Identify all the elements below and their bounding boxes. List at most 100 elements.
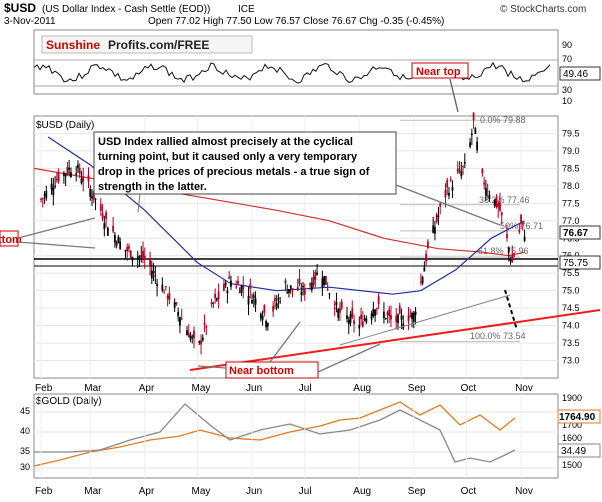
gold-panel: $GOLD (Daily) 45 40 35 30 1900 1700 1600… <box>20 393 601 479</box>
candle-body <box>87 175 90 182</box>
candle-body <box>129 250 132 258</box>
candle-body <box>511 255 514 263</box>
candle-body <box>346 315 348 319</box>
candle-body <box>497 203 500 208</box>
candle-body <box>451 187 454 191</box>
last-price-2: 75.75 <box>563 258 588 269</box>
candle-body <box>50 183 53 190</box>
candle-body <box>361 321 364 327</box>
x-tick-label: Nov <box>515 383 533 394</box>
y-tick-label: 77.0 <box>562 216 580 226</box>
candle-body <box>251 300 253 304</box>
candle-body <box>205 326 208 328</box>
y-tick-label: 79.5 <box>562 128 580 138</box>
candle-body <box>432 225 435 233</box>
candle-body <box>142 250 144 259</box>
comment-line-2: turning point, but it caused only a very… <box>98 151 358 163</box>
x-tick-label-bottom: Jun <box>246 486 262 497</box>
ohlc: Open 77.02 High 77.50 Low 76.57 Close 76… <box>148 16 444 27</box>
candle-body <box>131 256 134 261</box>
comment-box <box>93 131 397 195</box>
candle-body <box>64 173 67 177</box>
instrument-name: (US Dollar Index - Cash Settle (EOD)) <box>42 4 210 15</box>
candle-body <box>523 236 526 241</box>
near-bottom-arrow-2 <box>317 343 381 373</box>
candle-body <box>126 246 129 252</box>
candle-body <box>395 315 398 323</box>
candle-body <box>347 319 350 325</box>
red-trendline <box>189 309 601 371</box>
candle-body <box>226 290 229 294</box>
left-arrow-2 <box>17 241 96 249</box>
candle-body <box>303 289 306 295</box>
gold-rsi-last: 34.49 <box>561 446 586 457</box>
x-tick-label-bottom: Aug <box>353 486 371 497</box>
candle-body <box>279 301 282 303</box>
x-tick-label: May <box>192 383 211 394</box>
candle-body <box>235 286 238 288</box>
candle-body <box>41 198 44 200</box>
candle-body <box>506 234 508 239</box>
candle-body <box>168 292 171 301</box>
last-price-box-2 <box>559 255 601 270</box>
y-tick-label: 74.5 <box>562 303 580 313</box>
x-tick-label: Jun <box>246 383 262 394</box>
candle-body <box>520 214 522 223</box>
near-bottom-arrow-1 <box>197 365 227 369</box>
candle-body <box>217 291 220 299</box>
candle-body <box>289 285 292 289</box>
candle-body <box>215 298 218 301</box>
candle-body <box>328 293 331 295</box>
candle-body <box>113 234 116 243</box>
candle-body <box>485 187 487 196</box>
y-tick-label: 75.0 <box>562 286 580 296</box>
candle-body <box>302 285 304 288</box>
candle-body <box>448 192 450 196</box>
candle-body <box>173 301 176 308</box>
x-tick-label: Jul <box>299 383 312 394</box>
candle-body <box>397 314 399 324</box>
x-tick-label: Aug <box>353 383 371 394</box>
y-tick-label: 79.0 <box>562 146 580 156</box>
candle-body <box>383 311 385 318</box>
candle-body <box>349 314 352 323</box>
x-tick-label-bottom: May <box>192 486 211 497</box>
fib-100: 100.0% 73.54 <box>470 331 526 341</box>
candle-body <box>409 316 412 318</box>
gold-ratio-line <box>34 403 516 463</box>
candle-body <box>237 280 239 284</box>
candle-body <box>500 212 503 216</box>
candle-body <box>128 246 130 249</box>
y-tick-label: 74.0 <box>562 321 580 331</box>
candle-body <box>198 341 201 343</box>
candle-body <box>212 302 215 304</box>
candle-body <box>300 292 303 295</box>
candle-body <box>365 317 368 323</box>
candle-body <box>521 222 524 225</box>
watermark: © StockCharts.com <box>500 4 586 15</box>
candle-body <box>259 313 262 319</box>
candle-body <box>175 302 178 305</box>
comment-line-4: strength in the latter. <box>98 181 207 193</box>
candle-body <box>106 227 109 236</box>
x-tick-label-bottom: Feb <box>35 486 53 497</box>
gold-right-tick-1600: 1600 <box>562 433 582 443</box>
candle-body <box>143 255 146 260</box>
candle-body <box>136 256 139 259</box>
candle-body <box>62 172 65 176</box>
candle-body <box>152 270 155 273</box>
near-bottom-left-label: ttom <box>0 234 22 246</box>
candle-body <box>117 236 120 244</box>
candle-body <box>138 256 141 258</box>
rsi-line <box>33 61 551 84</box>
candle-body <box>124 249 127 252</box>
candle-body <box>425 253 428 262</box>
fib-0: 0.0% 79.88 <box>480 115 526 125</box>
candle-body <box>266 323 269 327</box>
gold-right-tick-1900: 1900 <box>562 393 582 403</box>
gold-last-value: 1764.90 <box>559 412 596 423</box>
x-tick-label: Mar <box>84 383 102 394</box>
fib-618: 61.8% 75.96 <box>478 246 529 256</box>
candle-body <box>180 318 183 320</box>
near-bottom-label: Near bottom <box>229 365 294 377</box>
